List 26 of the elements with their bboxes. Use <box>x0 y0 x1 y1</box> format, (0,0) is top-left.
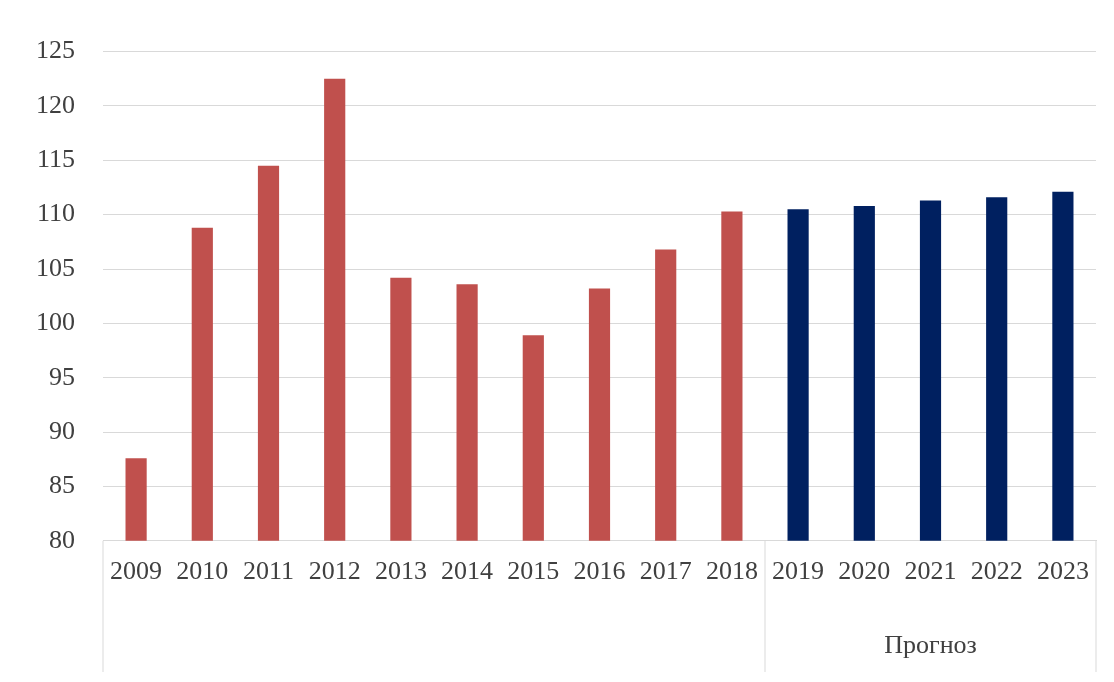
x-tick-label: 2010 <box>176 556 229 586</box>
x-tick-label: 2019 <box>772 556 825 586</box>
y-tick-label: 120 <box>36 89 75 119</box>
y-tick-label: 110 <box>36 198 75 228</box>
x-tick-label: 2022 <box>970 556 1023 586</box>
x-tick-label: 2012 <box>308 556 361 586</box>
y-tick-label: 90 <box>49 415 75 445</box>
x-tick-label: 2020 <box>838 556 891 586</box>
text: Прогноз <box>884 629 977 659</box>
x-tick-label: 2018 <box>705 556 758 586</box>
x-tick-label: 2017 <box>639 556 692 586</box>
y-tick-label: 115 <box>36 144 75 174</box>
y-tick-label: 125 <box>36 35 75 65</box>
x-tick-label: 2011 <box>242 556 295 586</box>
x-tick-label: 2013 <box>374 556 427 586</box>
x-tick-label: 2014 <box>441 556 494 586</box>
y-tick-label: 85 <box>49 470 75 500</box>
x-tick-label: 2009 <box>110 556 163 586</box>
x-tick-label: 2015 <box>507 556 560 586</box>
y-tick-label: 95 <box>49 361 75 391</box>
x-tick-label: 2023 <box>1036 556 1089 586</box>
y-tick-label: 105 <box>36 252 75 282</box>
y-tick-label: 100 <box>36 307 75 337</box>
y-tick-label: 80 <box>49 524 75 554</box>
x-tick-label: 2016 <box>573 556 626 586</box>
x-tick-label: 2021 <box>904 556 957 586</box>
